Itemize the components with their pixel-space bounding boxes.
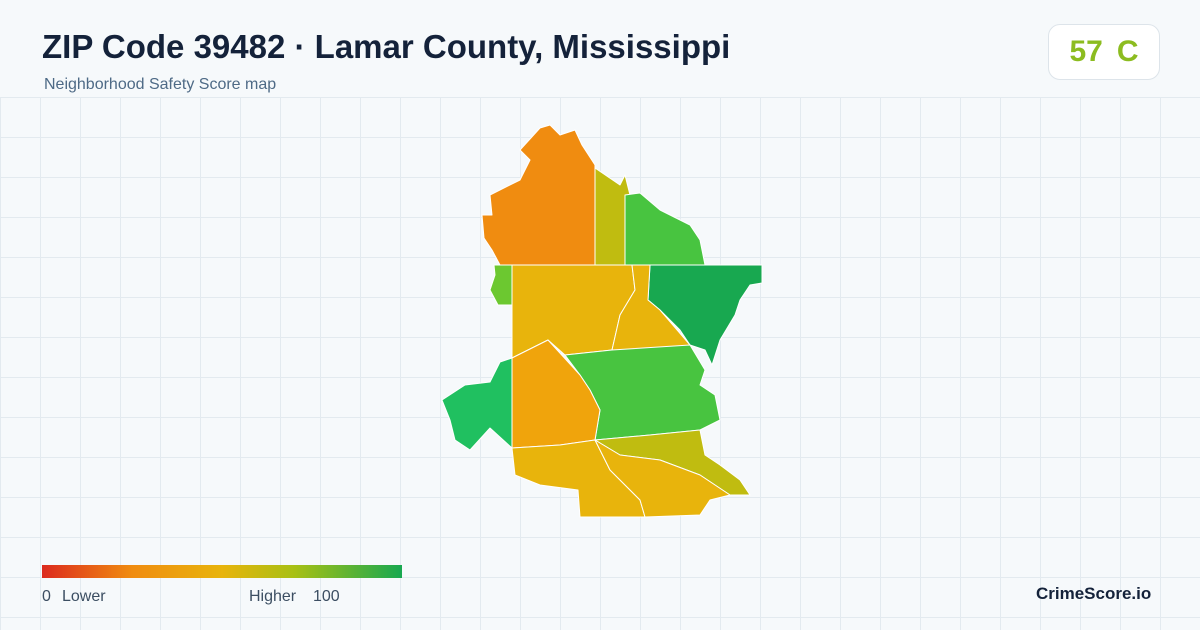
score-value: 57	[1069, 35, 1103, 68]
header: ZIP Code 39482 · Lamar County, Mississip…	[0, 0, 1200, 97]
region	[481, 124, 596, 266]
score-badge: 57 C	[1048, 24, 1160, 80]
legend-min-label: Lower	[62, 588, 106, 605]
legend-max-label: Higher	[249, 588, 297, 605]
legend-gradient	[42, 565, 402, 578]
region	[624, 192, 706, 266]
legend-max: 100	[313, 588, 340, 605]
legend-min: 0	[42, 588, 51, 605]
subtitle: Neighborhood Safety Score map	[44, 76, 277, 93]
brand: CrimeScore.io	[1036, 584, 1152, 603]
region	[489, 264, 513, 306]
region	[594, 439, 731, 518]
region	[441, 357, 513, 451]
score-grade: C	[1116, 35, 1139, 68]
title: ZIP Code 39482 · Lamar County, Mississip…	[42, 28, 731, 65]
